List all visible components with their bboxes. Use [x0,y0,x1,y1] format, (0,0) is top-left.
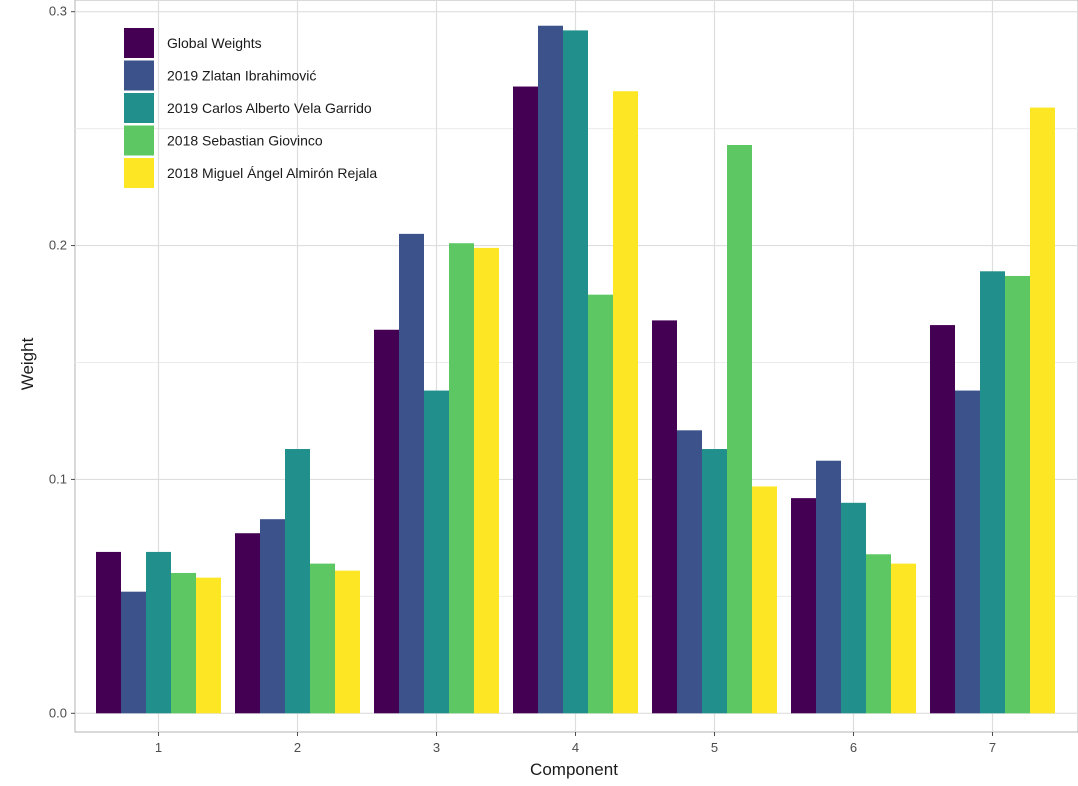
bar [791,498,816,714]
x-tick-label: 3 [433,740,440,755]
legend-label: 2019 Zlatan Ibrahimović [167,68,316,84]
bar [816,460,841,714]
bar [171,572,196,714]
bar [752,486,777,714]
legend-swatch [124,125,154,156]
bar [613,91,638,714]
x-axis-title: Component [530,760,618,779]
bar [563,30,588,714]
bar [260,519,285,714]
bar [96,551,121,714]
x-tick-label: 2 [294,740,301,755]
legend-label: 2019 Carlos Alberto Vela Garrido [167,100,372,116]
bar [374,329,399,714]
y-tick-label: 0.3 [49,4,67,19]
bars [96,25,1055,714]
bar [1005,275,1030,714]
bar [677,430,702,714]
legend-swatch [124,93,154,123]
bar [538,25,563,714]
y-tick-label: 0.0 [49,705,67,720]
legend-label: Global Weights [167,35,262,51]
bar [980,271,1005,714]
bar [652,320,677,714]
bar [310,563,335,714]
x-tick-label: 7 [989,740,996,755]
bar [1030,107,1055,714]
legend: Global Weights 2019 Zlatan Ibrahimović 201… [124,28,377,188]
bar [702,449,727,714]
bar [285,449,310,714]
axes: 0.0 0.1 0.2 0.3 1 2 3 4 5 6 7 [49,4,996,755]
x-tick-label: 5 [711,740,718,755]
bar [891,563,916,714]
bar [196,577,221,714]
bar [449,243,474,714]
x-tick-label: 6 [850,740,857,755]
legend-label: 2018 Sebastian Giovinco [167,133,323,149]
legend-swatch [124,158,154,188]
bar [588,294,613,714]
bar [930,325,955,714]
y-tick-label: 0.1 [49,471,67,486]
bar [235,533,260,714]
bar [727,144,752,714]
legend-label: 2018 Miguel Ángel Almirón Rejala [167,165,377,181]
bar [866,554,891,714]
y-axis-title: Weight [18,337,37,390]
bar [399,233,424,714]
bar [955,390,980,714]
bar [841,502,866,714]
bar [335,570,360,714]
legend-swatch [124,28,154,58]
x-tick-label: 1 [155,740,162,755]
legend-swatch [124,60,154,91]
bar [146,551,171,714]
bar [474,247,499,714]
bar [121,591,146,714]
bar [424,390,449,714]
bar [513,86,538,714]
x-tick-label: 4 [572,740,579,755]
y-tick-label: 0.2 [49,238,67,253]
